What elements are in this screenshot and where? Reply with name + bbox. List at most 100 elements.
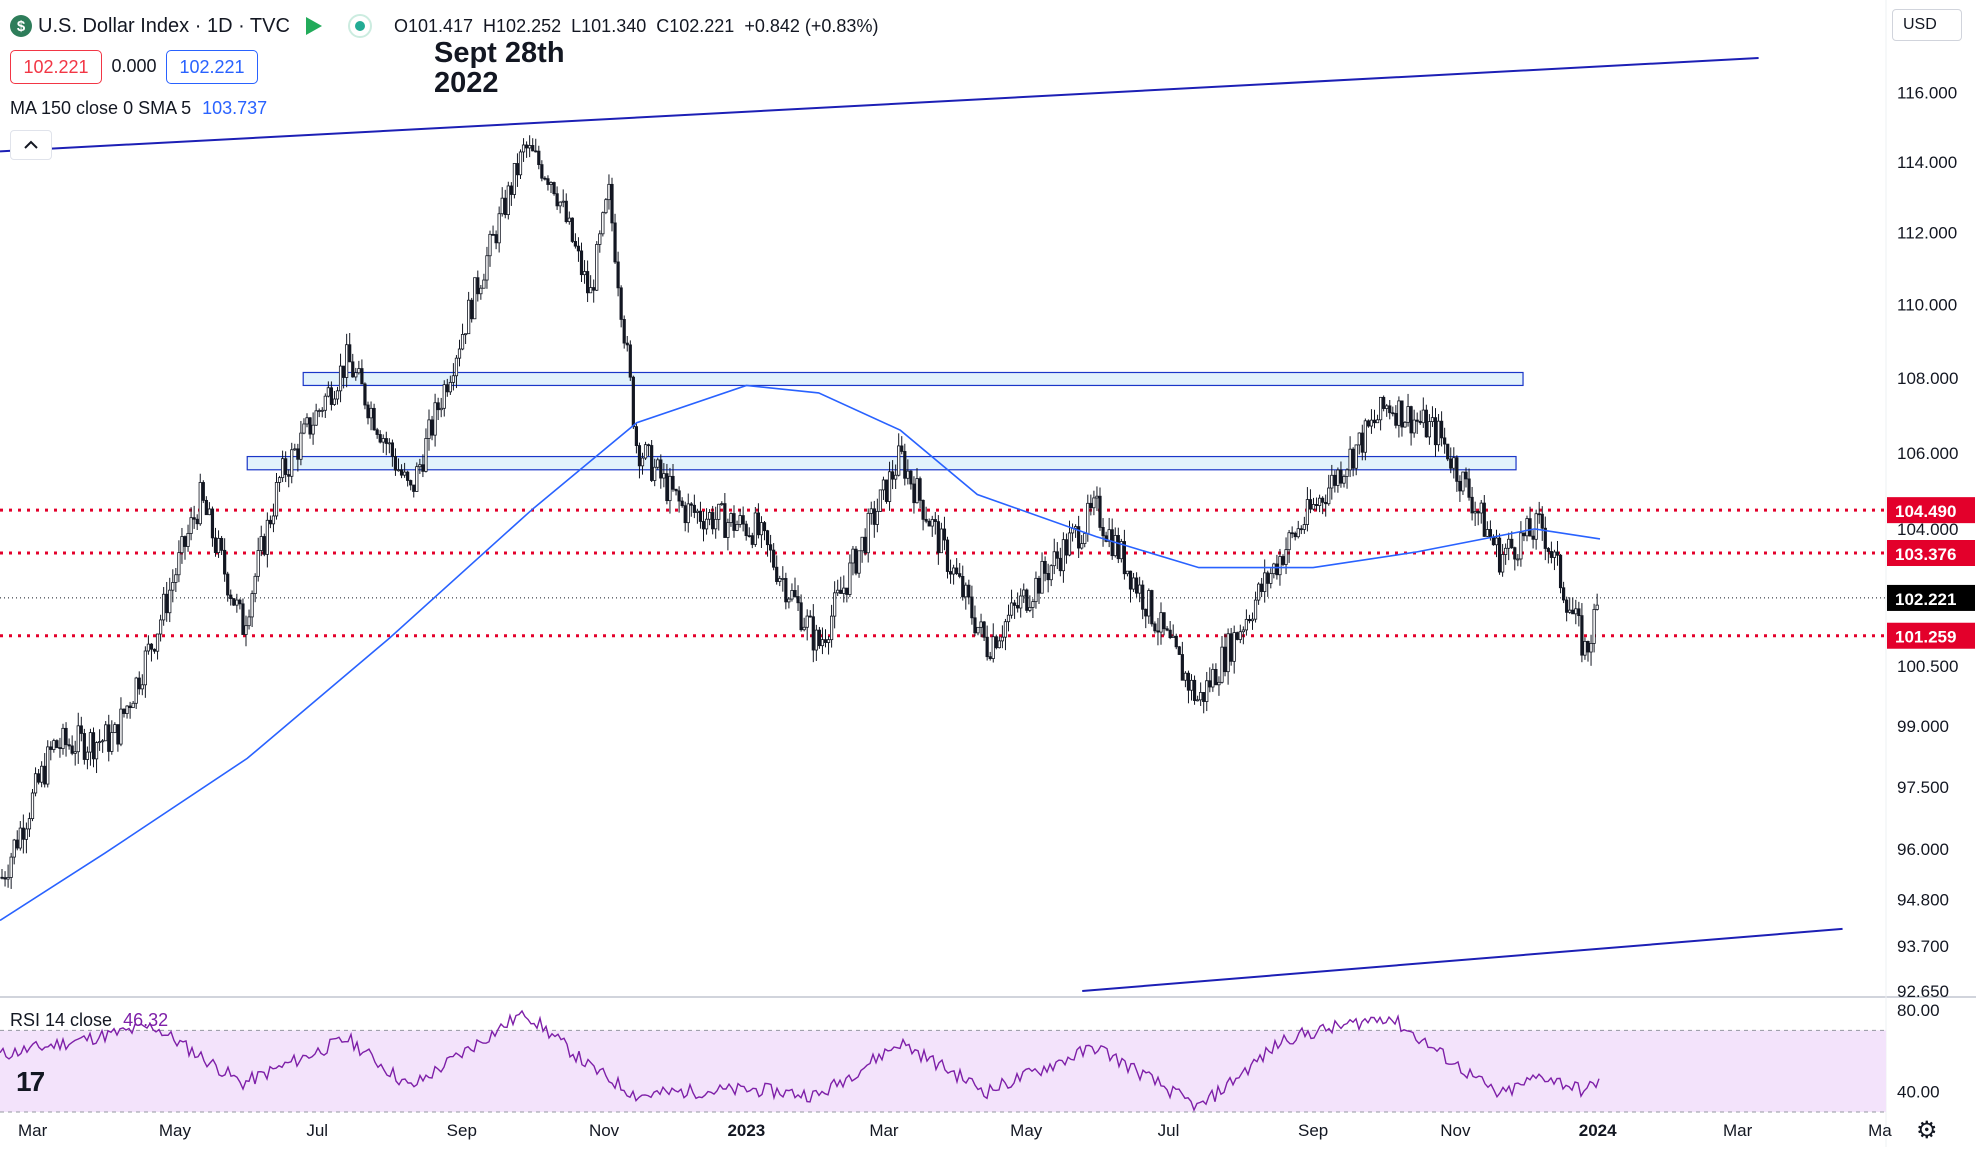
candle-body [759, 522, 764, 536]
candle-body [467, 299, 471, 335]
candle-body [799, 602, 803, 631]
candle-body [131, 702, 135, 709]
candle-body [262, 536, 266, 555]
candle-body [1577, 608, 1581, 617]
candle-body [439, 407, 443, 411]
candle-body [741, 515, 745, 525]
candle-body [1125, 570, 1130, 575]
candle-body [1247, 618, 1252, 622]
candle-body [668, 475, 672, 502]
candle-body [738, 515, 742, 525]
candle-body [345, 344, 349, 378]
candle-body [1217, 681, 1221, 686]
candle-body [897, 445, 901, 476]
candle-body [506, 185, 510, 216]
candle-body [52, 740, 56, 750]
candle-body [122, 708, 126, 714]
candle-body [744, 523, 748, 537]
ma-legend[interactable]: MA 150 close 0 SMA 5 103.737 [10, 98, 267, 119]
candle-body [1257, 583, 1261, 601]
candle-body [1110, 529, 1114, 557]
candle-body [1354, 444, 1358, 469]
y-tick-label: 97.500 [1897, 778, 1949, 797]
candle-body [842, 587, 846, 594]
rsi-legend[interactable]: RSI 14 close 46.32 [10, 1010, 168, 1031]
collapse-legend-button[interactable] [10, 130, 52, 160]
candle-body [714, 518, 718, 530]
candle-body [308, 417, 312, 435]
candle-body [906, 470, 910, 479]
candle-body [1302, 524, 1306, 530]
candle-body [302, 423, 306, 434]
candle-body [64, 727, 68, 746]
buy-price-box[interactable]: 102.221 [166, 50, 258, 84]
candle-body [720, 503, 724, 505]
ma-150-line[interactable] [0, 384, 1601, 922]
gear-icon[interactable]: ⚙ [1916, 1117, 1938, 1144]
rsi-line[interactable] [0, 1009, 1600, 1112]
candle-body [137, 677, 141, 690]
candle-body [1107, 529, 1111, 542]
candle-body [1019, 595, 1023, 609]
tradingview-logo[interactable]: 17 [16, 1066, 45, 1097]
candle-body [933, 519, 937, 523]
candle-body [1391, 412, 1395, 415]
candle-body [1546, 548, 1550, 552]
sell-price-box[interactable]: 102.221 [10, 50, 102, 84]
candle-body [338, 365, 343, 392]
rsi-legend-label: RSI 14 close [10, 1010, 113, 1030]
candle-body [1058, 557, 1062, 572]
candle-body [762, 522, 767, 532]
candle-body [1220, 646, 1224, 683]
candle-body [192, 517, 196, 520]
candle-body [982, 621, 986, 638]
candle-body [1467, 478, 1471, 498]
chart-annotation[interactable]: Sept 28th 2022 [434, 37, 565, 99]
candle-body [430, 419, 434, 436]
trendline[interactable] [0, 57, 1759, 153]
candle-body [1089, 502, 1093, 509]
candle-body [1382, 396, 1386, 409]
candle-body [1470, 496, 1474, 514]
symbol-title[interactable]: U.S. Dollar Index · 1D · TVC [38, 14, 290, 37]
candle-body [509, 185, 513, 195]
candle-body [226, 573, 230, 596]
candle-body [543, 177, 547, 180]
level-price-text: 101.259 [1895, 628, 1956, 647]
candle-body [253, 575, 257, 595]
candle-body [143, 650, 147, 686]
resistance-zone[interactable] [302, 371, 1524, 387]
flag-icon[interactable] [305, 17, 322, 35]
candle-body [457, 348, 462, 359]
candle-body [277, 477, 282, 483]
candle-body [110, 732, 114, 752]
trendline[interactable] [1082, 927, 1843, 992]
candle-body [552, 182, 556, 195]
candle-body [1272, 563, 1276, 575]
candle-body [1339, 469, 1343, 484]
candle-body [1098, 495, 1102, 528]
y-tick-label: 104.000 [1897, 520, 1958, 539]
candle-body [1525, 518, 1529, 537]
candle-body [424, 438, 428, 472]
currency-selector[interactable]: USD [1892, 9, 1962, 41]
candle-body [1504, 547, 1508, 555]
candle-body [1083, 533, 1087, 545]
ohlc-change: +0.842 (+0.83%) [744, 15, 879, 36]
candle-body [146, 643, 150, 652]
candle-body [1144, 608, 1148, 617]
market-status-icon[interactable] [347, 14, 372, 38]
candle-body [1360, 432, 1364, 453]
candle-body [1394, 412, 1398, 426]
candle-body [579, 250, 584, 276]
resistance-zone[interactable] [246, 455, 1517, 471]
last-price-text: 102.221 [1895, 590, 1956, 609]
candle-body [750, 535, 754, 545]
candle-body [162, 593, 166, 621]
candle-body [445, 384, 449, 393]
candle-body [854, 548, 858, 574]
candle-body [628, 344, 632, 378]
candle-body [1074, 526, 1078, 529]
